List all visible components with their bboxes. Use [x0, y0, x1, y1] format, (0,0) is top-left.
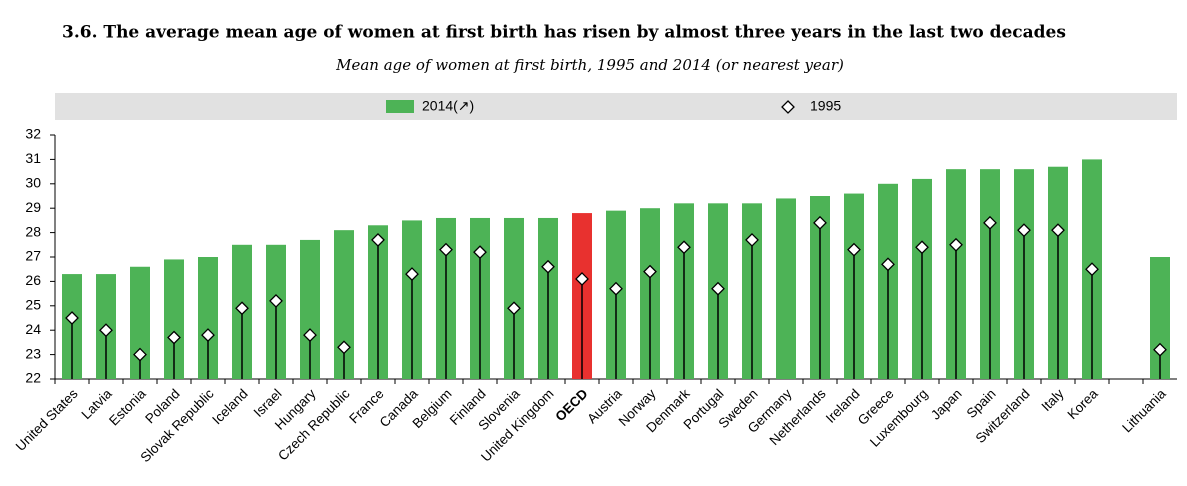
y-tick-label: 24	[25, 321, 41, 337]
legend-swatch	[386, 100, 414, 113]
chart-subtitle: Mean age of women at first birth, 1995 a…	[335, 56, 844, 74]
marker	[983, 215, 997, 230]
y-tick-label: 22	[25, 370, 41, 386]
marker	[65, 311, 79, 325]
bar	[776, 198, 796, 379]
x-tick-label: United States	[13, 386, 81, 454]
y-tick-label: 27	[25, 248, 41, 264]
chart-title: 3.6. The average mean age of women at fi…	[62, 23, 1066, 43]
bar	[334, 230, 354, 379]
marker	[745, 233, 759, 247]
marker	[541, 259, 555, 274]
marker	[439, 242, 453, 257]
marker	[1085, 262, 1099, 277]
marker	[1153, 342, 1167, 357]
marker	[609, 281, 623, 296]
marker	[881, 257, 895, 272]
bar	[130, 266, 150, 379]
marker	[1051, 223, 1065, 238]
x-tick-label: Korea	[1065, 386, 1101, 422]
x-tick-label: Estonia	[106, 386, 149, 429]
marker	[575, 272, 589, 286]
bar	[504, 217, 524, 379]
legend-band	[55, 93, 1177, 120]
marker	[99, 323, 113, 338]
marker	[643, 264, 657, 279]
y-tick-label: 26	[25, 272, 41, 288]
legend-marker	[781, 100, 795, 114]
marker	[949, 237, 963, 252]
x-tick-label: Iceland	[209, 386, 250, 427]
marker	[133, 347, 147, 362]
bar	[164, 259, 184, 379]
marker	[303, 328, 317, 342]
x-tick-label: Lithuania	[1119, 386, 1169, 436]
marker	[813, 215, 827, 230]
marker	[473, 245, 487, 260]
y-tick-label: 30	[25, 175, 41, 191]
bar	[300, 239, 320, 379]
y-tick-label: 31	[25, 150, 41, 166]
legend-label: 2014(↗)	[422, 98, 474, 114]
marker	[847, 242, 861, 257]
marker	[405, 267, 419, 281]
marker	[915, 240, 929, 255]
marker	[269, 294, 283, 308]
y-tick-label: 29	[25, 199, 41, 215]
x-tick-label: Italy	[1039, 386, 1067, 414]
y-tick-label: 23	[25, 345, 41, 361]
marker	[711, 281, 725, 296]
marker	[677, 240, 691, 255]
bar	[198, 257, 218, 379]
x-tick-label: OECD	[552, 386, 590, 424]
marker	[201, 328, 215, 342]
marker	[1017, 223, 1031, 238]
legend-label: 1995	[810, 98, 841, 114]
marker	[371, 233, 385, 247]
marker	[167, 330, 181, 345]
marker	[507, 301, 521, 316]
marker	[235, 301, 249, 316]
y-tick-label: 32	[25, 126, 41, 142]
marker	[337, 340, 351, 355]
x-tick-label: Japan	[928, 386, 965, 423]
y-tick-label: 28	[25, 223, 41, 239]
y-tick-label: 25	[25, 297, 41, 313]
